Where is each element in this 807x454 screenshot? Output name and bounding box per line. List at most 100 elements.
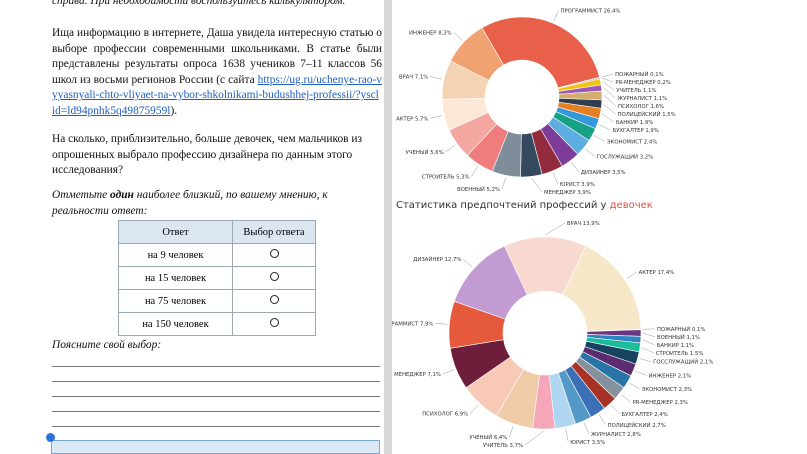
slice-label: ПОЛИЦЕЙСКИЙ 1,5% — [618, 111, 676, 118]
header-note: справа. При необходимости воспользуйтесь… — [52, 0, 346, 7]
leader-line — [553, 172, 559, 185]
leader-line — [435, 323, 448, 325]
question: На сколько, приблизительно, больше девоч… — [52, 133, 362, 177]
value-label: 13,9% — [583, 221, 600, 227]
value-label: 3,5% — [592, 440, 605, 446]
value-label: 2,8% — [627, 432, 640, 438]
link[interactable]: https://ug.ru/uchenye-rao-vyyasnyali-cht… — [52, 73, 382, 117]
category-name: ПОЛИЦЕЙСКИЙ — [618, 111, 661, 118]
radio-button[interactable] — [269, 249, 279, 258]
category-name: ПРОГРАММИСТ — [561, 8, 603, 14]
leader-line — [585, 148, 595, 157]
radio-button[interactable] — [269, 272, 279, 281]
answer-line — [52, 366, 380, 367]
category-name: ПОЖАРНЫЙ — [657, 326, 690, 333]
leader-line — [601, 77, 614, 83]
category-name: ПОЖАРНЫЙ — [615, 71, 648, 78]
paragraph-end: ). — [170, 104, 178, 117]
slice-label: ЖУРНАЛИСТ 1,1% — [617, 96, 667, 102]
leader-line — [509, 425, 514, 438]
leader-line — [501, 177, 506, 190]
category-name: УЧЕНЫЙ — [469, 434, 492, 441]
slice-label: ПСИХОЛОГ 6,9% — [422, 412, 468, 418]
category-name: ГОССЛУЖАЩИЙ — [653, 359, 698, 366]
answer-line — [52, 396, 380, 397]
category-name: АКТЕР — [639, 270, 657, 276]
category-name: МЕНЕДЖЕР — [394, 372, 426, 378]
slice-label: ГОСЛУЖАЩИЙ 3,2% — [597, 154, 654, 161]
leader-line — [603, 95, 617, 107]
leader-line — [463, 259, 473, 268]
category-name: ВРАЧ — [399, 75, 413, 81]
value-label: 5,2% — [487, 187, 500, 193]
value-label: 2,1% — [678, 373, 691, 379]
slice-label: ПРОГРАММИСТ 7,9% — [392, 321, 433, 327]
leader-line — [571, 162, 580, 173]
value-label: 7,9% — [420, 321, 433, 327]
value-label: 0,1% — [692, 327, 705, 333]
category-name: АКТЕР — [396, 116, 414, 122]
slice-label: УЧЕНЫЙ 6,4% — [469, 434, 507, 441]
value-label: 12,7% — [445, 257, 462, 263]
value-label: 1,1% — [681, 343, 694, 349]
category-name: ГОСЛУЖАЩИЙ — [597, 154, 638, 161]
leader-line — [641, 347, 654, 354]
header-cell: Выбор ответа — [232, 220, 316, 244]
value-label: 5,7% — [415, 116, 428, 122]
slice-label: СТРОИТЕЛЬ 5,3% — [422, 174, 470, 180]
slice-label: ИНЖЕНЕР 2,1% — [648, 373, 691, 379]
value-label: 3,9% — [581, 182, 594, 188]
value-label: 2,7% — [652, 423, 665, 429]
chart-title: Статистика предпочтений профессий у дево… — [396, 200, 653, 211]
input-box[interactable] — [51, 440, 380, 454]
radio-button[interactable] — [269, 295, 279, 304]
instruction: Отметьте один наиболее близкий, по вашем… — [52, 188, 352, 219]
category-name: УЧЕНЫЙ — [406, 149, 429, 156]
category-name: БАНКИР — [616, 120, 639, 126]
choice-cell — [232, 312, 316, 336]
category-name: ДИЗАЙНЕР — [581, 169, 611, 176]
slice-label: БУХГАЛТЕР 2,4% — [622, 412, 668, 418]
header-cell: Ответ — [118, 220, 233, 244]
leader-line — [621, 394, 631, 403]
answer-line — [52, 426, 380, 427]
value-label: 1,5% — [662, 112, 675, 118]
value-label: 8,3% — [438, 30, 451, 36]
slice-label: УЧИТЕЛЬ 1,1% — [616, 88, 656, 94]
leader-line — [603, 87, 616, 99]
category-name: БАНКИР — [657, 343, 680, 349]
instruction-text: наиболее близкий, по вашему мнению, к ре… — [52, 189, 328, 217]
category-name: PR-МЕНЕДЖЕР — [615, 80, 656, 86]
table-header: Ответ Выбор ответа — [118, 220, 316, 244]
category-name: ЮРИСТ — [560, 182, 581, 188]
answer-cell: на 15 человек — [118, 266, 233, 290]
leader-line — [642, 332, 656, 338]
slice-label: ПОЖАРНЫЙ 0,1% — [657, 326, 705, 333]
slice-label: МЕНЕДЖЕР 7,1% — [394, 372, 441, 378]
leader-line — [430, 115, 443, 119]
category-name: ПСИХОЛОГ — [618, 104, 649, 110]
radio-button[interactable] — [269, 318, 279, 327]
value-label: 1,1% — [654, 96, 667, 102]
leader-line — [531, 178, 543, 193]
value-label: 2,3% — [674, 400, 687, 406]
category-name: БУХГАЛТЕР — [622, 412, 654, 418]
leader-line — [453, 32, 463, 41]
title-highlight: девочек — [610, 200, 653, 211]
divider — [384, 0, 392, 454]
category-name: СТРОИТЕЛЬ — [422, 174, 455, 180]
leader-line — [611, 404, 620, 415]
cursor-handle[interactable] — [46, 433, 55, 442]
value-label: 5,3% — [456, 174, 469, 180]
value-label: 7,1% — [415, 75, 428, 81]
value-label: 7,1% — [427, 372, 440, 378]
slice-label: БАНКИР 1,1% — [657, 343, 694, 349]
value-label: 6,9% — [455, 412, 468, 418]
category-name: МЕНЕДЖЕР — [544, 190, 576, 196]
value-label: 3,9% — [577, 190, 590, 196]
leader-line — [635, 370, 647, 376]
value-label: 1,5% — [690, 351, 703, 357]
answer-line — [52, 381, 380, 382]
slice-label: ПОЛИЦЕЙСКИЙ 2,7% — [608, 422, 666, 429]
slice-label: PR-МЕНЕДЖЕР 2,3% — [633, 400, 688, 406]
